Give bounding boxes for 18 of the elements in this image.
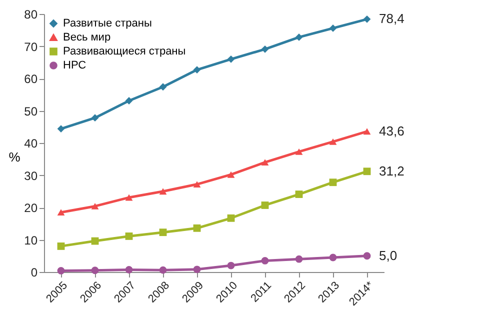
y-tick-label: 10 [24,233,38,248]
y-axis-title: % [8,150,21,164]
y-tick-label: 80 [24,8,38,22]
legend-label: Весь мир [63,32,111,44]
legend-label: НРС [63,60,86,72]
y-tick-label: 70 [24,40,38,54]
y-tick-label: 60 [24,72,38,86]
y-tick-label: 40 [24,136,38,150]
data-label: 43,6 [379,123,404,138]
data-label: 31,2 [379,163,404,178]
y-tick-label: 50 [24,104,38,118]
y-tick-label: 30 [24,168,38,183]
legend-label: Развивающиеся страны [63,46,186,58]
data-label: 78,4 [379,11,404,26]
y-tick-label: 20 [24,201,38,215]
y-tick-label: 0 [30,266,38,280]
legend-label: Развитые страны [63,18,152,30]
data-label: 5,0 [379,248,398,263]
